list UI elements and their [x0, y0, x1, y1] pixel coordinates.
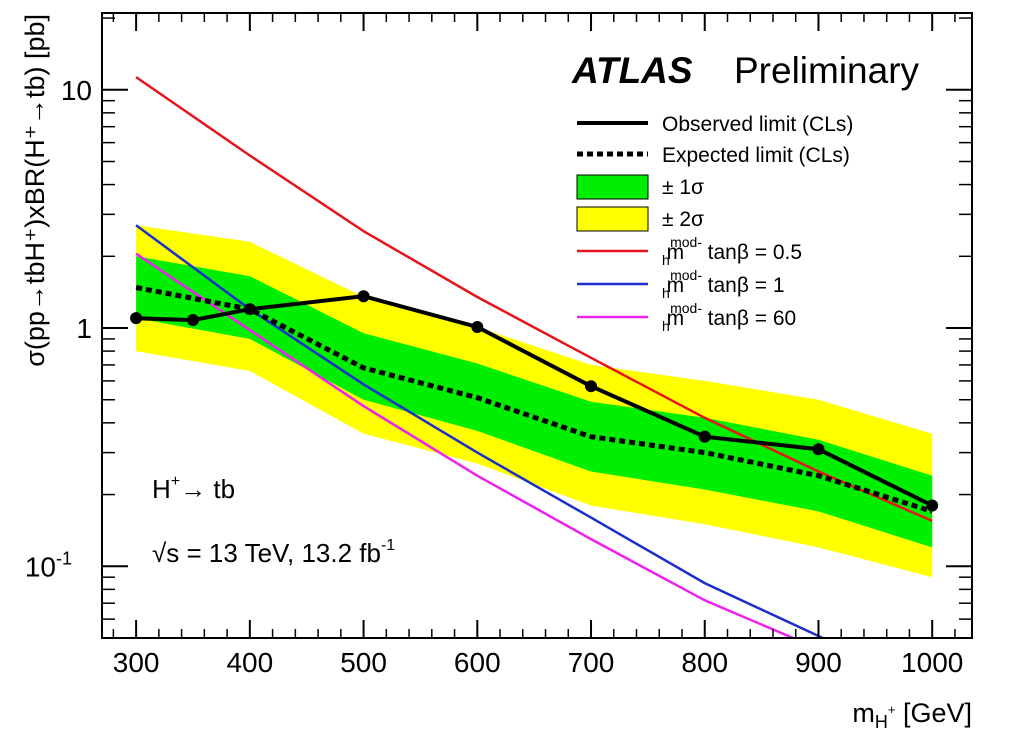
y-tick-label: 1 — [76, 313, 92, 344]
y-tick-label: 10-1 — [25, 548, 72, 582]
band-1sigma — [136, 256, 933, 548]
observed-markers — [130, 290, 939, 512]
model-line-2 — [135, 252, 797, 638]
observed-point — [357, 290, 370, 303]
legend: Observed limit (CLs) Expected limit (CLs… — [576, 113, 853, 334]
plot-frame — [101, 12, 973, 639]
y-axis-title: σ(pp→tbH⁺)xBR(H⁺→tb) [pb] — [20, 14, 50, 367]
axes: 300 400 500 600 700 800 900 1000 10 1 10-1 — [25, 13, 972, 678]
legend-1sigma-label: ± 1σ — [662, 176, 704, 199]
observed-point — [698, 430, 711, 443]
x-tick-label: 500 — [340, 647, 387, 678]
observed-point — [471, 320, 484, 333]
y-tick-label: 10 — [61, 75, 92, 106]
observed-point — [130, 312, 143, 325]
legend-2sigma-label: ± 2σ — [662, 208, 704, 231]
legend-model-2-label: mmod-h tanβ = 60 — [662, 300, 796, 334]
x-tick-label: 900 — [795, 647, 842, 678]
x-tick-label: 1000 — [901, 647, 963, 678]
x-tick-label: 600 — [454, 647, 501, 678]
legend-expected-label: Expected limit (CLs) — [662, 144, 850, 167]
legend-model-0-label: mmod-h tanβ = 0.5 — [662, 234, 802, 268]
x-tick-label: 800 — [681, 647, 728, 678]
model-line-0 — [135, 76, 933, 523]
legend-observed-label: Observed limit (CLs) — [662, 113, 853, 136]
legend-model-1-label: mmod-h tanβ = 1 — [662, 267, 785, 301]
expected-line — [135, 285, 933, 514]
energy-annotation: √s = 13 TeV, 13.2 fb-1 — [152, 537, 395, 568]
model-line-1 — [135, 224, 826, 638]
observed-point — [186, 314, 199, 327]
legend-2sigma-swatch — [576, 206, 649, 232]
observed-point — [585, 380, 598, 393]
x-tick-label: 700 — [568, 647, 615, 678]
legend-1sigma-swatch — [576, 174, 649, 200]
uncertainty-bands — [136, 225, 933, 578]
x-tick-label: 400 — [226, 647, 273, 678]
observed-point — [243, 303, 256, 316]
x-tick-label: 300 — [113, 647, 160, 678]
observed-point — [812, 443, 825, 456]
observed-point — [926, 499, 939, 512]
experiment-label: ATLAS — [571, 50, 693, 91]
x-axis-title: mH+ [GeV] — [852, 698, 972, 732]
status-label: Preliminary — [734, 50, 920, 91]
process-annotation: H+→ tb — [152, 473, 235, 504]
